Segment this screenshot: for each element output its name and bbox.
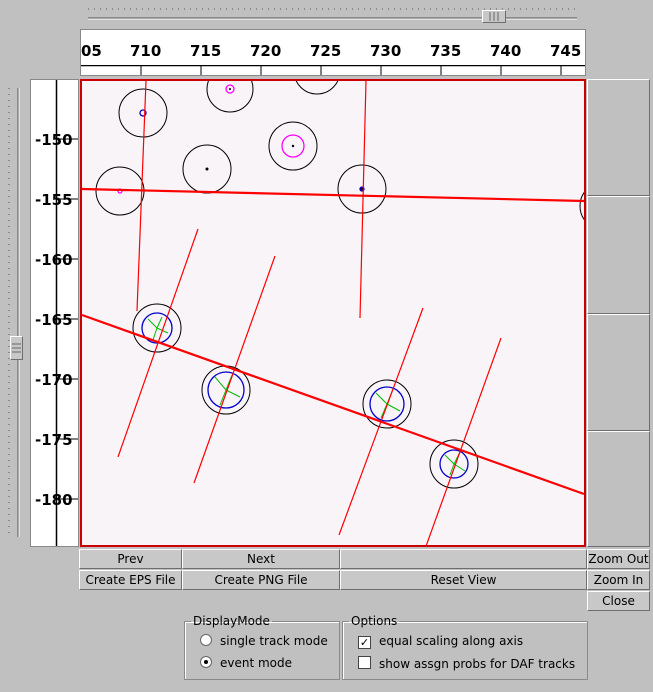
- event-display-canvas[interactable]: [80, 79, 586, 547]
- y-tick-label: -150: [35, 131, 73, 149]
- x-axis-ticks: [81, 65, 585, 75]
- hit-circle: [268, 121, 318, 171]
- y-tick-label: -165: [35, 311, 73, 329]
- track-segment: [136, 81, 147, 312]
- x-axis-panel: 05 710 715 720 725 730 735 740 745: [80, 29, 586, 76]
- x-tick-label: 745: [550, 42, 582, 60]
- hit-circle: [118, 88, 168, 138]
- side-panel-section: [587, 314, 650, 431]
- y-axis-panel: -150 -155 -160 -165 -170 -175 -180: [30, 79, 79, 547]
- y-tick-label: -160: [35, 251, 73, 269]
- checkbox-empty-icon: [358, 656, 371, 669]
- fit-marker: [139, 109, 147, 117]
- vertical-scroll-thumb[interactable]: [10, 336, 23, 360]
- fit-circle: [439, 449, 469, 479]
- single-track-mode-radio[interactable]: single track mode: [200, 634, 328, 648]
- create-eps-button[interactable]: Create EPS File: [79, 570, 182, 590]
- x-tick-label: 715: [190, 42, 222, 60]
- show-probs-label: show assgn probs for DAF tracks: [379, 657, 576, 671]
- options-legend: Options: [351, 614, 398, 628]
- display-mode-legend: DisplayMode: [193, 614, 270, 628]
- options-group: Options: [342, 614, 588, 680]
- prev-button[interactable]: Prev: [79, 549, 182, 569]
- x-tick-label: 720: [250, 42, 282, 60]
- close-button[interactable]: Close: [587, 591, 650, 611]
- zoom-in-button[interactable]: Zoom In: [587, 570, 650, 590]
- track-segment: [359, 81, 367, 319]
- event-mode-radio[interactable]: event mode: [200, 656, 292, 670]
- fit-circle: [369, 386, 405, 422]
- hit-circle: [337, 164, 387, 214]
- radio-selected-icon: [200, 656, 212, 668]
- track-line: [82, 313, 584, 496]
- equal-scaling-label: equal scaling along axis: [379, 634, 524, 648]
- show-probs-checkbox[interactable]: show assgn probs for DAF tracks: [358, 656, 575, 671]
- vertical-scroll-ticks: [8, 88, 20, 537]
- x-tick-label: 725: [310, 42, 342, 60]
- hit-marker: [281, 134, 305, 158]
- fit-marker: [359, 186, 365, 192]
- checkmark-icon: ✓: [358, 636, 371, 649]
- hit-circle: [429, 439, 479, 489]
- x-tick-label: 735: [430, 42, 462, 60]
- y-tick-label: -170: [35, 371, 73, 389]
- fit-circle: [207, 371, 245, 409]
- side-panel-section: [587, 79, 650, 196]
- horizontal-scroll-thumb[interactable]: [482, 10, 506, 23]
- hit-circle: [295, 81, 339, 95]
- y-axis-ticks: [55, 80, 78, 546]
- hit-circle: [362, 379, 412, 429]
- equal-scaling-checkbox[interactable]: ✓ equal scaling along axis: [358, 634, 523, 649]
- hit-circle: [206, 81, 254, 113]
- track-line: [82, 187, 584, 203]
- x-tick-label: 710: [130, 42, 162, 60]
- create-png-button[interactable]: Create PNG File: [182, 570, 340, 590]
- side-panel-section: [587, 196, 650, 314]
- next-button[interactable]: Next: [182, 549, 340, 569]
- track-segment: [425, 337, 502, 545]
- hit-marker: [225, 84, 235, 94]
- display-mode-group: DisplayMode: [184, 614, 340, 680]
- y-tick-label: -155: [35, 191, 73, 209]
- single-track-mode-label: single track mode: [220, 634, 328, 648]
- hit-circle: [579, 191, 584, 221]
- side-panel-section: [587, 431, 650, 547]
- event-display-graphics: [82, 81, 584, 545]
- vertical-scroll-track[interactable]: [3, 85, 29, 540]
- zoom-out-button[interactable]: Zoom Out: [587, 549, 650, 569]
- y-tick-label: -180: [35, 491, 73, 509]
- radio-icon: [200, 634, 212, 646]
- x-tick-label: 05: [81, 42, 102, 60]
- hit-circle: [132, 303, 182, 353]
- fit-circle: [141, 312, 173, 344]
- reset-view-button[interactable]: Reset View: [340, 570, 587, 590]
- event-mode-label: event mode: [220, 656, 293, 670]
- x-tick-label: 730: [370, 42, 402, 60]
- x-tick-label: 740: [490, 42, 522, 60]
- blank-button: [340, 549, 587, 569]
- y-tick-label: -175: [35, 431, 73, 449]
